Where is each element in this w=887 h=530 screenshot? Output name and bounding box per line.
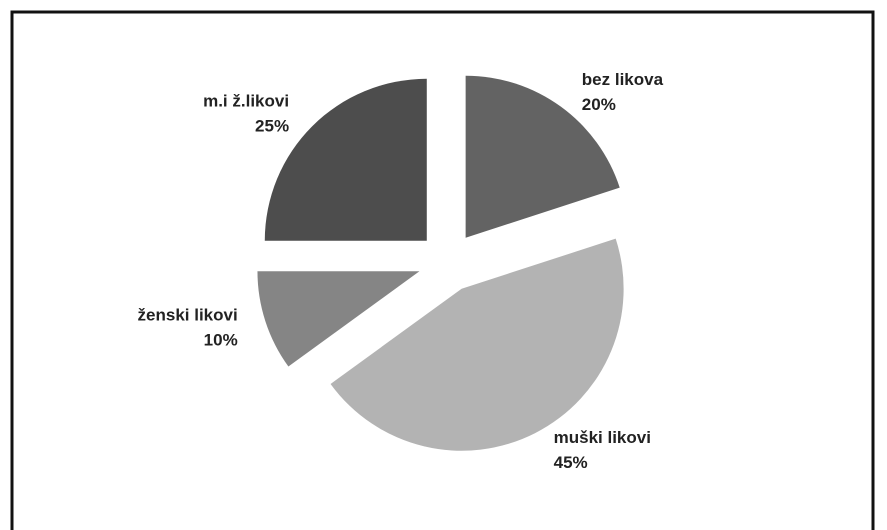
slice-label: ženski likovi <box>138 306 238 325</box>
pie-slice <box>264 78 427 241</box>
slice-label: bez likova <box>582 70 664 89</box>
pie-slice <box>330 238 624 451</box>
pie-slice <box>465 75 620 238</box>
slice-value-label: 45% <box>554 453 588 472</box>
slice-value-label: 10% <box>204 331 238 350</box>
slice-value-label: 20% <box>582 95 616 114</box>
slice-value-label: 25% <box>255 117 289 136</box>
pie-slice <box>257 271 420 367</box>
slice-label: m.i ž.likovi <box>203 92 289 111</box>
chart-frame <box>10 10 875 530</box>
slice-label: muški likovi <box>554 428 651 447</box>
